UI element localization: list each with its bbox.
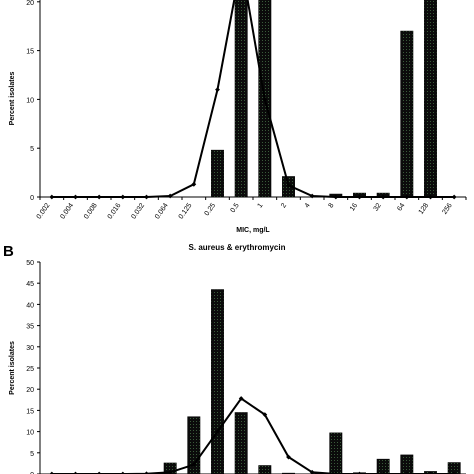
line-point: [333, 194, 339, 200]
x-tick-label: 16: [349, 202, 359, 212]
y-axis-label: Percent isolates: [9, 341, 16, 395]
line-point: [286, 454, 291, 460]
x-tick-label: 4: [304, 202, 312, 209]
chart-title: S. aureus & erythromycin: [189, 243, 286, 252]
line-point: [309, 193, 315, 199]
bar: [211, 149, 224, 198]
y-tick-label: 15: [26, 49, 34, 56]
y-tick-label: 10: [26, 430, 34, 437]
line-point: [215, 429, 220, 434]
x-tick-label: 1: [256, 202, 264, 209]
y-tick-label: 50: [26, 260, 34, 267]
bar: [258, 465, 272, 474]
line-point: [451, 471, 457, 474]
y-tick-label: 20: [26, 387, 34, 394]
line-point: [96, 194, 102, 200]
x-tick-label: 0.5: [229, 202, 240, 214]
x-tick-label: 2: [280, 202, 288, 209]
bar: [447, 462, 461, 474]
panel-label: B: [3, 243, 14, 260]
y-tick-label: 0: [30, 195, 34, 202]
y-tick-label: 30: [26, 345, 34, 352]
line-point: [73, 471, 78, 474]
x-tick-label: 0.032: [130, 202, 146, 220]
line-point: [428, 471, 433, 474]
line-point: [309, 469, 315, 474]
line-point: [238, 396, 244, 401]
bar: [424, 0, 437, 198]
line-point: [49, 194, 55, 200]
bar: [400, 454, 414, 474]
y-tick-label: 20: [26, 0, 34, 7]
line-point: [404, 471, 410, 474]
bar: [234, 412, 248, 474]
line-point: [96, 471, 102, 474]
line-point: [144, 194, 149, 200]
bar: [211, 289, 224, 474]
bar: [329, 432, 343, 474]
x-tick-label: 64: [396, 202, 406, 212]
y-tick-label: 15: [26, 408, 34, 415]
y-tick-label: 35: [26, 324, 34, 331]
fit-line: [51, 397, 455, 474]
line-point: [191, 462, 197, 468]
y-tick-label: 0: [30, 472, 34, 474]
line-point: [286, 182, 291, 188]
y-tick-label: 10: [26, 97, 34, 104]
chart-b: 0 5 10 15 20 25 30 35 40 45 50 Percent isolates S. a…: [3, 243, 466, 474]
chart-a: 0 5 10 15 20 Percent isolates 0.002 0.004 0.008 0…: [9, 0, 467, 234]
x-axis-label: MIC, mg/L: [236, 227, 270, 234]
x-tick-label: 256: [441, 202, 453, 216]
line-point: [167, 193, 173, 199]
line-point: [428, 194, 433, 200]
x-tick-label: 0.25: [204, 202, 218, 217]
x-tick-label: 128: [418, 202, 430, 216]
y-tick-label: 5: [30, 451, 34, 458]
bar: [163, 462, 177, 474]
line-point: [357, 471, 362, 474]
line-point: [167, 469, 173, 474]
line-point: [380, 194, 386, 200]
y-tick-label: 5: [30, 146, 34, 153]
line-point: [357, 194, 362, 200]
y-tick-label: 45: [26, 281, 34, 288]
bar: [376, 458, 390, 474]
y-tick-label: 25: [26, 366, 34, 373]
line-point: [404, 194, 410, 200]
line-point: [120, 471, 126, 474]
bar: [400, 30, 414, 198]
line-point: [191, 181, 197, 187]
x-tick-label: 0.016: [107, 202, 123, 220]
line-point: [120, 194, 126, 200]
line-point: [451, 194, 457, 200]
x-tick-label: 0.008: [83, 202, 99, 220]
x-tick-label: 0.002: [36, 202, 52, 220]
y-axis-label: Percent isolates: [9, 72, 16, 126]
line-point: [49, 471, 55, 474]
x-tick-label: 0.004: [59, 202, 75, 220]
line-point: [215, 87, 220, 93]
x-tick-label: 32: [373, 202, 383, 212]
bar: [234, 0, 248, 198]
x-tick-label: 0.125: [178, 202, 194, 220]
line-point: [262, 412, 268, 418]
line-point: [262, 97, 268, 102]
x-tick-label: 0.064: [154, 202, 170, 220]
y-tick-label: 40: [26, 302, 34, 309]
line-point: [73, 194, 78, 200]
x-tick-label: 8: [327, 202, 335, 209]
line-point: [380, 471, 386, 474]
line-point: [333, 471, 339, 474]
fit-line: [51, 0, 455, 198]
line-point: [144, 471, 149, 474]
